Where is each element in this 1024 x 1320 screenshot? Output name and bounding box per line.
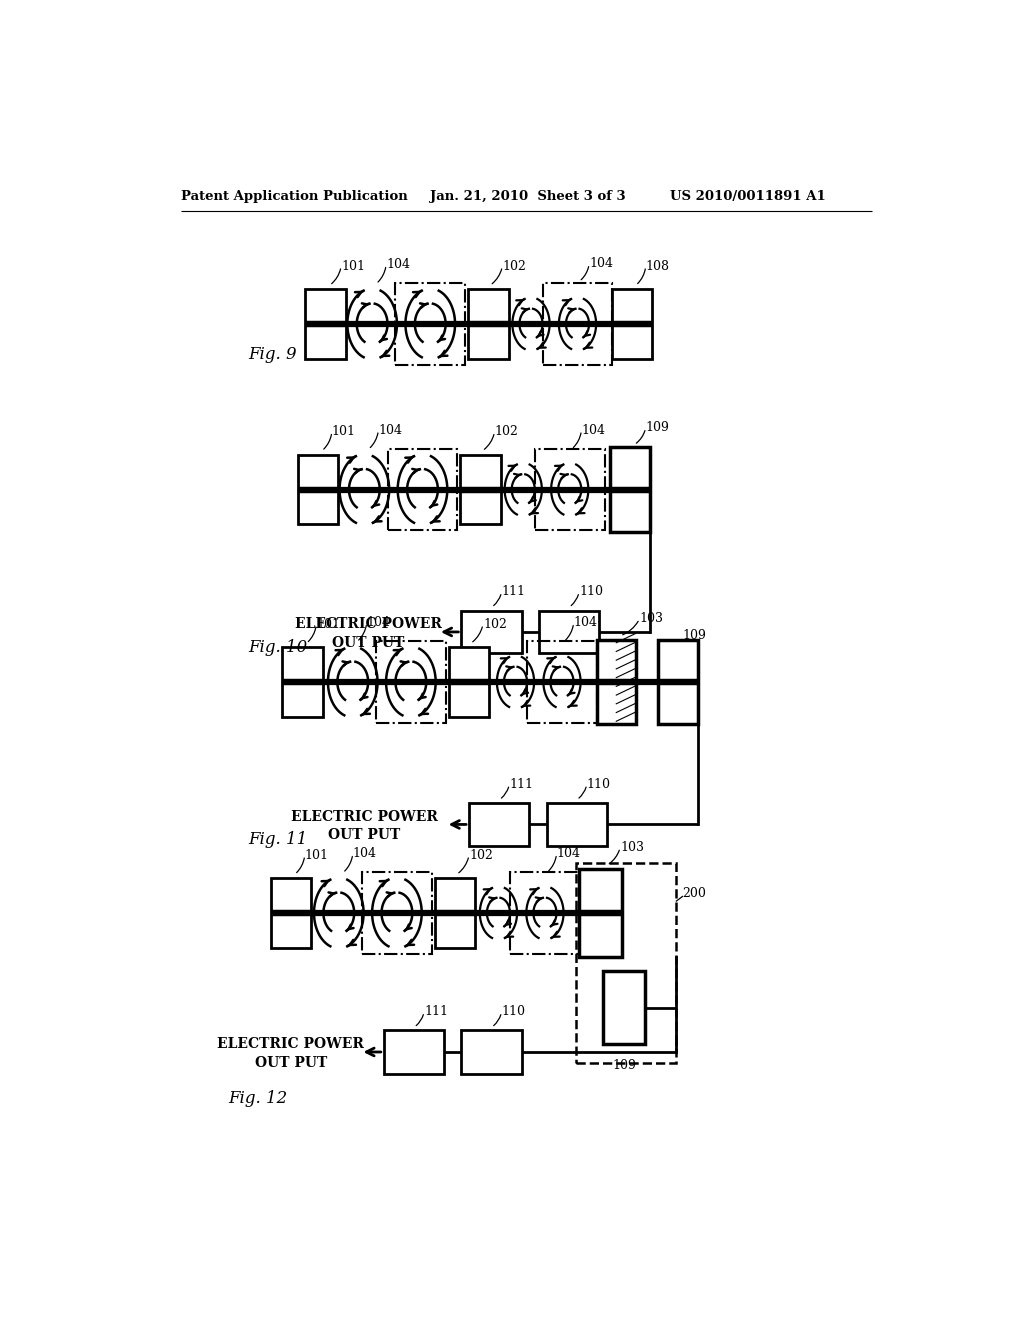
Bar xyxy=(510,873,580,954)
Bar xyxy=(388,449,458,531)
Bar xyxy=(449,647,489,717)
Bar xyxy=(469,804,529,846)
Text: 200: 200 xyxy=(683,887,707,900)
Bar xyxy=(547,804,607,846)
Text: 110: 110 xyxy=(579,585,603,598)
Text: 102: 102 xyxy=(469,849,493,862)
Text: OUT PUT: OUT PUT xyxy=(329,828,400,842)
Text: 111: 111 xyxy=(509,777,534,791)
Text: 102: 102 xyxy=(503,260,526,273)
Bar xyxy=(611,289,652,359)
Bar xyxy=(580,869,622,957)
Text: 104: 104 xyxy=(573,616,598,630)
Text: 104: 104 xyxy=(378,424,402,437)
Bar xyxy=(658,640,698,725)
Text: Fig. 10: Fig. 10 xyxy=(248,639,307,656)
Bar xyxy=(435,878,475,948)
Bar xyxy=(539,611,599,653)
Bar xyxy=(298,455,338,524)
Text: ELECTRIC POWER: ELECTRIC POWER xyxy=(295,618,441,631)
Text: 104: 104 xyxy=(557,847,581,861)
Text: 104: 104 xyxy=(589,257,613,271)
Bar xyxy=(395,284,465,364)
Text: 101: 101 xyxy=(341,260,366,273)
Text: 104: 104 xyxy=(352,847,377,861)
Text: 101: 101 xyxy=(332,425,355,438)
Text: 102: 102 xyxy=(483,618,507,631)
Text: 104: 104 xyxy=(386,259,410,271)
Text: ELECTRIC POWER: ELECTRIC POWER xyxy=(217,1038,365,1051)
Text: Patent Application Publication: Patent Application Publication xyxy=(180,190,408,203)
Bar xyxy=(270,878,311,948)
Text: 108: 108 xyxy=(646,260,670,273)
Bar xyxy=(597,640,636,725)
Bar xyxy=(461,455,501,524)
Bar xyxy=(362,873,432,954)
Text: Jan. 21, 2010  Sheet 3 of 3: Jan. 21, 2010 Sheet 3 of 3 xyxy=(430,190,626,203)
Text: 102: 102 xyxy=(495,425,518,438)
Bar xyxy=(283,647,323,717)
Text: 111: 111 xyxy=(502,585,525,598)
Text: Fig. 12: Fig. 12 xyxy=(228,1090,288,1106)
Text: 104: 104 xyxy=(367,616,391,630)
Text: OUT PUT: OUT PUT xyxy=(332,636,404,649)
Bar xyxy=(305,289,346,359)
Text: Fig. 11: Fig. 11 xyxy=(248,832,307,849)
Text: 109: 109 xyxy=(612,1060,636,1072)
Bar xyxy=(527,642,597,723)
Bar xyxy=(543,284,612,364)
Bar xyxy=(461,1030,521,1074)
Text: OUT PUT: OUT PUT xyxy=(255,1056,327,1069)
Bar xyxy=(575,862,676,1063)
Text: 109: 109 xyxy=(682,630,706,643)
Bar xyxy=(535,449,604,531)
Text: ELECTRIC POWER: ELECTRIC POWER xyxy=(291,809,438,824)
Bar xyxy=(384,1030,444,1074)
Text: 101: 101 xyxy=(305,849,329,862)
Text: US 2010/0011891 A1: US 2010/0011891 A1 xyxy=(671,190,826,203)
Bar xyxy=(461,611,521,653)
Text: 103: 103 xyxy=(621,841,644,854)
Text: 110: 110 xyxy=(587,777,610,791)
Text: 109: 109 xyxy=(646,421,670,434)
Bar xyxy=(468,289,509,359)
Bar xyxy=(603,972,645,1044)
Bar xyxy=(376,642,445,723)
Text: Fig. 9: Fig. 9 xyxy=(248,346,297,363)
Text: 104: 104 xyxy=(582,424,605,437)
Text: 110: 110 xyxy=(502,1006,525,1019)
Text: 101: 101 xyxy=(316,618,340,631)
Bar xyxy=(610,447,650,532)
Text: 111: 111 xyxy=(424,1006,449,1019)
Text: 103: 103 xyxy=(640,612,664,626)
